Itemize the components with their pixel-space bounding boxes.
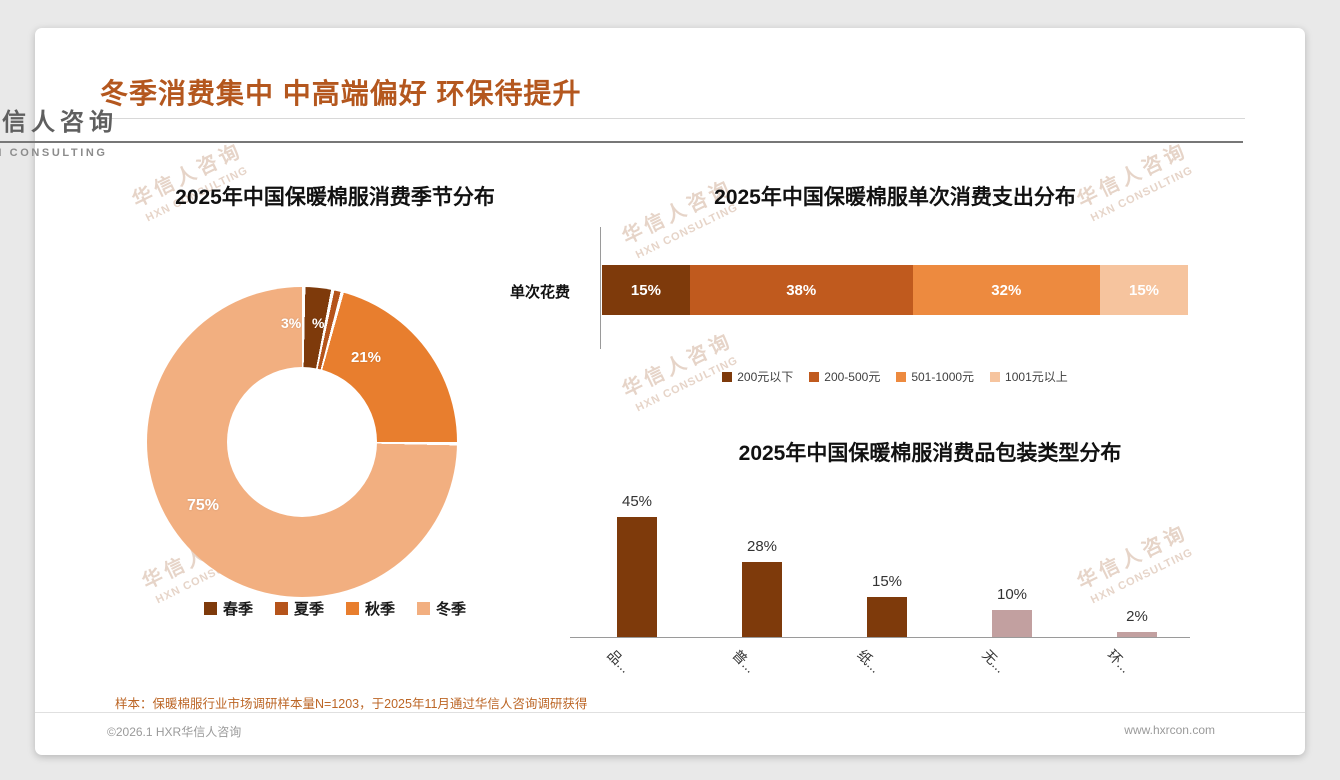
legend-item: 1001元以上: [990, 368, 1068, 385]
segment-value-label: 15%: [1129, 281, 1160, 299]
column-bar: [1117, 632, 1157, 637]
stacked-segment: 32%: [912, 265, 1101, 315]
watermark-cn: 华信人咨询: [1074, 521, 1192, 594]
legend-item: 501-1000元: [896, 368, 974, 385]
legend-label: 1001元以上: [1005, 370, 1068, 384]
footer-divider: [35, 712, 1305, 713]
packaging-axis-line: [570, 637, 1190, 638]
donut-hole: [227, 367, 377, 517]
donut-label-autumn: 21%: [351, 349, 382, 366]
bar-value-label: 10%: [996, 586, 1028, 603]
bar-value-label: 2%: [1126, 608, 1148, 625]
column-bar: [742, 562, 782, 637]
spend-chart-title: 2025年中国保暖棉服单次消费支出分布: [714, 186, 1076, 209]
legend-item-spring: 春季: [203, 598, 253, 619]
season-legend: 春季 夏季 秋季 冬季: [90, 598, 580, 619]
legend-label: 春季: [222, 601, 253, 618]
legend-item-winter: 冬季: [417, 598, 466, 619]
logo-en-text: HXN CONSULTING: [0, 147, 108, 159]
stacked-bar: 15% 38% 32% 15%: [602, 265, 1188, 315]
column-bar: [617, 517, 657, 637]
logo: 华信人咨询 HXN CONSULTING: [0, 102, 1243, 159]
x-tick-label: 品...: [604, 646, 634, 676]
spend-legend: 200元以下 200-500元 501-1000元 1001元以上: [580, 368, 1210, 385]
x-tick-label: 普...: [729, 646, 759, 676]
legend-item: 200-500元: [809, 368, 880, 385]
website-url[interactable]: www.hxrcon.com: [1124, 723, 1215, 737]
donut-chart: 3% % 21% 75%: [147, 287, 457, 597]
page-title: 冬季消费集中 中高端偏好 环保待提升: [100, 78, 582, 109]
legend-label: 501-1000元: [911, 370, 975, 384]
bar-value-label: 15%: [871, 573, 903, 590]
donut-label-spring: 3%: [281, 315, 302, 331]
sample-footnote: 样本：保暖棉服行业市场调研样本量N=1203，于2025年11月通过华信人咨询调…: [115, 697, 588, 711]
watermark-cn: 华信人咨询: [619, 329, 737, 402]
legend-swatch: [417, 602, 431, 615]
bar-value-label: 45%: [621, 493, 653, 510]
legend-swatch: [274, 602, 288, 615]
segment-value-label: 32%: [991, 281, 1022, 299]
stacked-segment: 15%: [602, 265, 690, 315]
spend-axis-line: [600, 227, 601, 349]
legend-item-autumn: 秋季: [346, 598, 395, 619]
segment-value-label: 15%: [630, 281, 661, 299]
legend-label: 冬季: [436, 601, 467, 618]
column-bar: [867, 597, 907, 637]
legend-label: 200元以下: [737, 370, 794, 384]
stacked-segment: 38%: [689, 265, 913, 315]
x-tick-label: 环...: [1104, 646, 1134, 676]
donut-label-winter: 75%: [187, 497, 220, 514]
legend-swatch: [990, 371, 1001, 382]
segment-value-label: 38%: [786, 281, 817, 299]
legend-swatch: [809, 371, 820, 382]
title-divider: [100, 118, 1245, 119]
legend-label: 200-500元: [824, 370, 881, 384]
copyright-text: ©2026.1 HXR华信人咨询: [107, 725, 242, 739]
donut-label-summer: %: [312, 315, 325, 331]
column-bar: [992, 610, 1032, 637]
legend-item: 200元以下: [722, 368, 793, 385]
legend-label: 秋季: [365, 601, 396, 618]
legend-swatch: [203, 602, 217, 615]
x-tick-label: 无...: [979, 646, 1009, 676]
watermark: 华信人咨询 HXN CONSULTING: [1071, 516, 1198, 608]
donut-chart-title: 2025年中国保暖棉服消费季节分布: [175, 186, 495, 209]
spend-category-label: 单次花费: [509, 284, 570, 301]
packaging-chart-title: 2025年中国保暖棉服消费品包装类型分布: [738, 442, 1122, 465]
x-tick-label: 纸...: [854, 646, 884, 676]
logo-cn-text: 华信人咨询: [0, 102, 1243, 143]
legend-swatch: [896, 371, 907, 382]
watermark-en: HXN CONSULTING: [1088, 546, 1196, 607]
legend-item-summer: 夏季: [274, 598, 324, 619]
legend-label: 夏季: [293, 601, 324, 618]
bar-value-label: 28%: [746, 538, 778, 555]
legend-swatch: [346, 602, 359, 615]
report-card: 华信人咨询 HXN CONSULTING 华信人咨询 HXN CONSULTIN…: [0, 28, 1305, 755]
legend-swatch: [722, 371, 733, 382]
stacked-segment: 15%: [1100, 265, 1188, 315]
